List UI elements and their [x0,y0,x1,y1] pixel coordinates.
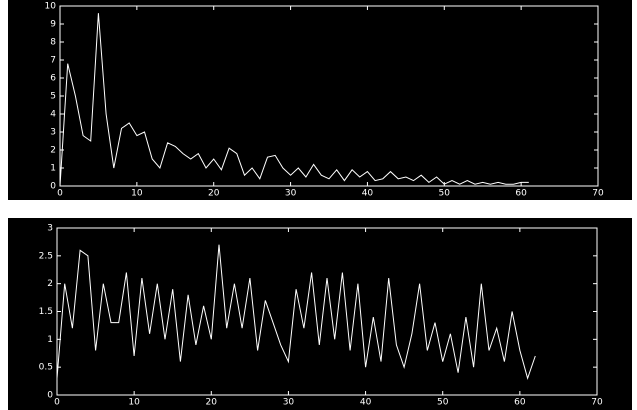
y-tick-label: 5 [50,92,56,102]
y-tick-label: 3 [47,224,53,234]
y-tick-label: 7 [50,56,56,66]
x-tick-label: 50 [437,398,449,408]
x-tick-label: 70 [592,189,604,199]
y-tick-label: 2 [50,146,56,156]
x-tick-label: 60 [514,398,526,408]
data-line [56,244,536,380]
x-tick-label: 0 [54,398,60,408]
x-tick-label: 10 [128,398,140,408]
x-tick-label: 40 [362,189,374,199]
y-tick-label: 0 [47,391,53,401]
y-tick-label: 0.5 [39,363,53,373]
y-tick-label: 1 [50,164,56,174]
y-tick-label: 10 [45,2,57,12]
y-tick-label: 2.5 [39,251,53,261]
y-tick-label: 1.5 [39,307,53,317]
panel-background [8,218,632,410]
x-tick-label: 20 [206,398,218,408]
y-tick-label: 2 [47,279,53,289]
x-tick-label: 60 [515,189,527,199]
x-tick-label: 10 [131,189,143,199]
x-tick-label: 40 [360,398,372,408]
y-tick-label: 8 [50,38,56,48]
y-tick-label: 3 [50,128,56,138]
x-tick-label: 20 [208,189,220,199]
y-tick-label: 1 [47,335,53,345]
panel-background [8,0,632,200]
x-tick-label: 70 [591,398,603,408]
x-tick-label: 0 [57,189,63,199]
data-line [59,13,529,187]
y-tick-label: 6 [50,74,56,84]
x-tick-label: 50 [439,189,451,199]
y-tick-label: 9 [50,20,56,30]
y-tick-label: 4 [50,110,56,120]
x-tick-label: 30 [283,398,295,408]
x-tick-label: 30 [285,189,297,199]
y-tick-label: 0 [50,182,56,192]
